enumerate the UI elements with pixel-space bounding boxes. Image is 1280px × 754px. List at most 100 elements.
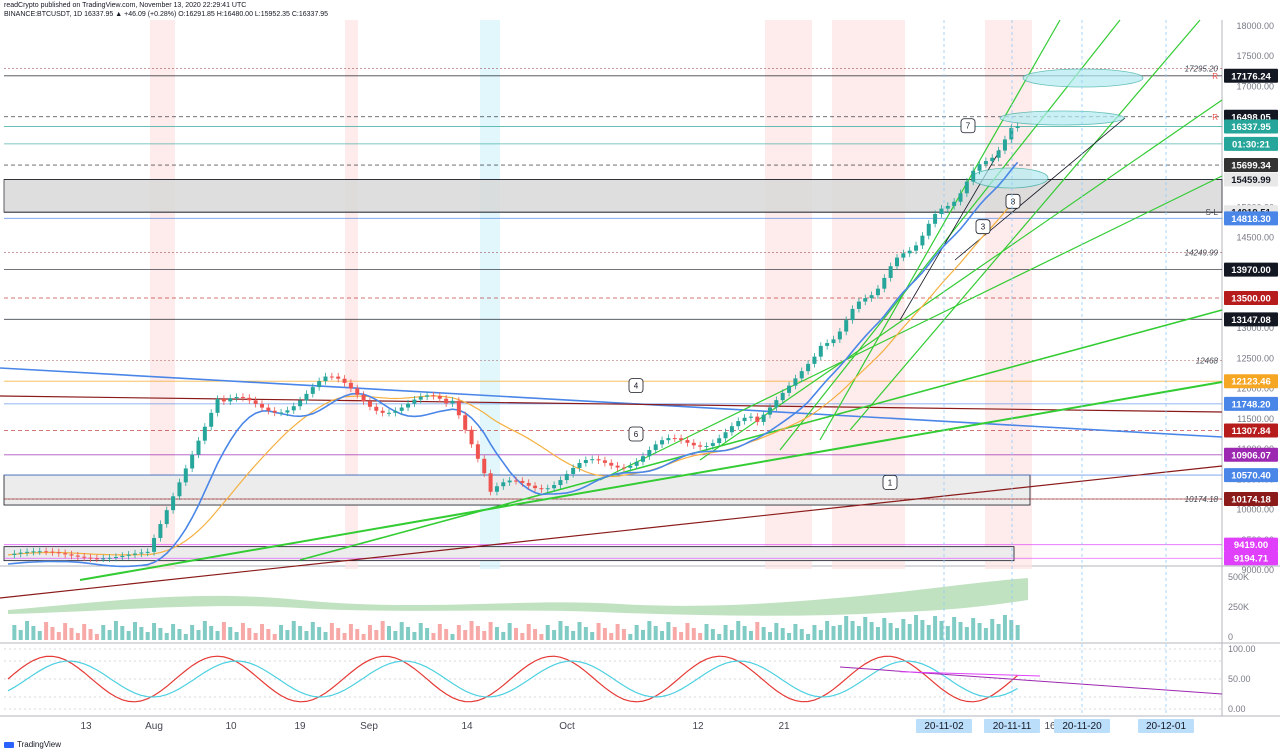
volume-bar [120, 626, 125, 640]
price-label: 13147.08 [1231, 315, 1271, 326]
volume-bar [710, 629, 715, 640]
oscillator-trend-line [899, 671, 1041, 677]
price-label: 16498.05 [1231, 112, 1271, 123]
candle-body [787, 385, 792, 393]
volume-bar [50, 627, 55, 640]
volume-bar [126, 631, 131, 640]
time-tag-label: 20-12-01 [1146, 721, 1186, 732]
volume-bar [25, 621, 30, 640]
ma-orange-line [7, 196, 1019, 556]
candle-body [450, 400, 455, 404]
volume-tick-label: 500K [1228, 572, 1249, 582]
trend-line [0, 465, 1223, 599]
candle-body [469, 429, 474, 445]
candle-body [793, 378, 798, 386]
candle-body [710, 443, 715, 446]
volume-bar [533, 629, 538, 640]
volume-bar [431, 633, 436, 640]
volume-bar [768, 632, 772, 640]
candle-body [628, 465, 633, 468]
volume-bar [666, 622, 671, 640]
volume-bar [463, 630, 468, 640]
candle-body [818, 345, 823, 357]
candle-body [577, 463, 582, 468]
level-marker-label: R [1212, 72, 1218, 81]
volume-bar [444, 629, 449, 640]
candle-body [399, 407, 404, 411]
candle-body [691, 442, 696, 446]
volume-bar [475, 626, 480, 640]
volume-bar [482, 631, 487, 640]
volume-bar [520, 633, 525, 640]
candle-body [590, 459, 595, 461]
candle-body [653, 444, 658, 451]
oscillator-tick-label: 100.00 [1228, 644, 1256, 654]
volume-bar [221, 622, 226, 640]
candle-body [425, 395, 430, 397]
volume-bar [964, 627, 969, 640]
candle-body [812, 356, 817, 364]
price-label-box [1224, 136, 1278, 151]
volume-bar [234, 632, 239, 640]
candle-body [609, 462, 614, 466]
candle-body [304, 393, 309, 401]
symbol-ohlc-line: BINANCE:BTCUSDT, 1D 16337.95 ▲ +46.09 (+… [4, 11, 329, 18]
oscillator-tick-label: 50.00 [1228, 674, 1251, 684]
candle-body [145, 551, 150, 553]
trend-line [819, 19, 1061, 441]
volume-bar [863, 617, 868, 640]
price-label: 9419.00 [1234, 540, 1268, 551]
candle-body [901, 253, 906, 258]
volume-bar [647, 621, 652, 640]
candle-body [272, 410, 277, 413]
volume-bar [933, 616, 938, 640]
volume-bar [704, 624, 709, 640]
candle-body [88, 557, 93, 559]
volume-bar [875, 627, 880, 640]
volume-bar [844, 616, 849, 640]
volume-bar [63, 623, 68, 640]
candle-body [996, 150, 1001, 158]
volume-bar [971, 618, 976, 640]
volume-bar [856, 626, 861, 640]
time-tag-label: 20-11-11 [993, 721, 1032, 732]
volume-bar [539, 634, 544, 640]
volume-bar [456, 625, 461, 640]
price-label: 17176.24 [1231, 71, 1271, 82]
volume-bar [399, 622, 404, 640]
price-chart[interactable]: 17295.20 14249.99 12468 10174.18 R R S-L 7 8 3 4 6 1… [0, 0, 1280, 738]
candle-body [888, 266, 893, 278]
candle-body [329, 376, 334, 378]
price-label: 01:30:21 [1232, 139, 1271, 150]
candle-body [748, 416, 753, 418]
time-tick-label: Aug [145, 721, 163, 732]
candle-body [907, 250, 912, 254]
candle-body [685, 440, 690, 443]
volume-bar [310, 622, 315, 640]
candle-body [431, 395, 436, 397]
volume-bar [94, 634, 99, 640]
callout-label: 4 [634, 382, 639, 391]
volume-bar [685, 623, 690, 640]
price-label: 13500.00 [1231, 294, 1271, 305]
candle-body [1015, 126, 1020, 128]
price-tick-label: 17500.00 [1236, 51, 1274, 61]
volume-bar [691, 628, 696, 640]
candle-body [152, 537, 157, 552]
candle-body [520, 480, 525, 483]
candle-body [863, 298, 868, 302]
candle-body [837, 331, 842, 340]
volume-bar [412, 632, 417, 640]
volume-bar [304, 631, 309, 640]
price-tick-label: 18000.00 [1236, 21, 1274, 31]
volume-bar [958, 622, 963, 640]
price-label: 15459.99 [1231, 175, 1271, 186]
candle-body [768, 407, 772, 415]
volume-bar [818, 630, 823, 640]
volume-bar [945, 626, 950, 640]
candle-body [615, 465, 620, 468]
candle-body [704, 445, 709, 447]
candle-body [844, 320, 849, 332]
volume-bar [291, 621, 296, 640]
oscillator-tick-label: 0.00 [1228, 704, 1246, 714]
